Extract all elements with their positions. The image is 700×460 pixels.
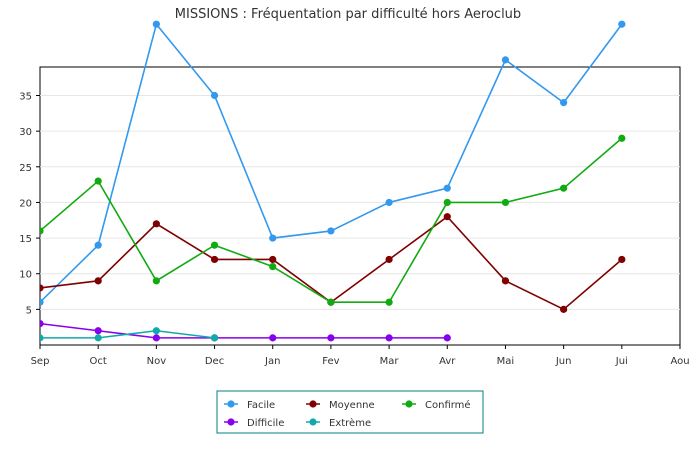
data-point-facile-sep <box>40 298 44 306</box>
x-tick-label-avr: Avr <box>439 356 456 367</box>
series-layer <box>40 20 626 342</box>
y-tick-label: 35 <box>19 92 32 103</box>
y-tick-label: 5 <box>26 305 32 316</box>
x-tick-label-oct: Oct <box>90 356 107 367</box>
data-point-facile-nov <box>152 20 160 28</box>
data-point-confirme-nov <box>152 277 160 285</box>
data-point-confirme-oct <box>94 177 102 185</box>
legend-marker-icon <box>227 418 235 426</box>
legend-marker-icon <box>309 400 317 408</box>
legend-item-difficile: Difficile <box>224 418 284 429</box>
data-point-moyenne-nov <box>152 220 160 228</box>
data-point-difficile-oct <box>94 327 102 335</box>
y-tick-label: 10 <box>19 270 32 281</box>
data-point-moyenne-sep <box>40 284 44 292</box>
series-confirme <box>40 134 626 306</box>
legend-label: Extrème <box>329 417 371 429</box>
series-facile <box>40 20 626 306</box>
data-point-difficile-jan <box>269 334 277 342</box>
legend-label: Moyenne <box>329 400 375 411</box>
series-line-extreme <box>40 329 215 339</box>
data-point-moyenne-jun <box>560 305 568 313</box>
legend-label: Facile <box>247 400 275 411</box>
data-point-moyenne-oct <box>94 277 102 285</box>
data-point-facile-jun <box>560 99 568 107</box>
legend-item-confirme: Confirmé <box>402 399 471 411</box>
y-tick-label: 15 <box>19 234 32 245</box>
series-extreme <box>40 327 219 342</box>
data-point-extreme-oct <box>94 334 102 342</box>
legend-label: Difficile <box>247 418 284 429</box>
data-point-facile-jan <box>269 234 277 242</box>
grid-lines <box>40 95 680 310</box>
data-point-facile-oct <box>94 241 102 249</box>
data-point-facile-fev <box>327 227 335 235</box>
data-point-confirme-mar <box>385 298 393 306</box>
legend-item-extreme: Extrème <box>306 417 371 429</box>
x-tick-label-jun: Jun <box>555 356 572 367</box>
y-tick-label: 25 <box>19 163 32 174</box>
y-tick-label: 20 <box>19 198 32 209</box>
legend-marker-icon <box>405 400 413 408</box>
data-point-extreme-nov <box>152 327 160 335</box>
data-point-facile-jui <box>618 20 626 28</box>
x-tick-label-fev: Fev <box>322 356 339 367</box>
data-point-moyenne-jui <box>618 255 626 264</box>
data-point-facile-avr <box>443 184 451 192</box>
data-point-moyenne-avr <box>443 213 451 221</box>
data-point-confirme-sep <box>40 227 44 235</box>
data-point-facile-mai <box>501 56 510 64</box>
data-point-facile-mar <box>385 198 393 207</box>
legend-label: Confirmé <box>425 399 471 411</box>
data-point-difficile-nov <box>152 334 160 342</box>
x-tick-label-aou: Aou <box>670 356 689 367</box>
data-point-difficile-sep <box>40 320 44 328</box>
data-point-confirme-fev <box>327 298 335 306</box>
data-point-facile-dec <box>210 91 219 100</box>
x-tick-label-mai: Mai <box>497 356 515 367</box>
data-point-difficile-avr <box>443 334 451 342</box>
data-point-moyenne-mar <box>385 255 393 264</box>
plot-area <box>39 66 681 346</box>
data-point-moyenne-mai <box>501 277 510 285</box>
legend-marker-icon <box>227 400 235 408</box>
x-tick-label-mar: Mar <box>380 356 400 367</box>
data-point-extreme-dec <box>210 334 219 342</box>
legend-box <box>216 390 484 434</box>
legend-item-facile: Facile <box>224 400 275 411</box>
x-tick-label-jan: Jan <box>264 356 280 367</box>
legend-item-moyenne: Moyenne <box>306 400 375 411</box>
data-point-difficile-mar <box>385 334 393 342</box>
data-point-confirme-mai <box>501 198 510 207</box>
data-point-confirme-jun <box>560 184 568 192</box>
data-point-confirme-dec <box>210 241 219 249</box>
legend: Facile Moyenne Confirmé Difficile Extrème <box>216 390 484 434</box>
data-point-moyenne-jan <box>269 255 277 264</box>
series-difficile <box>40 320 451 342</box>
data-point-confirme-jan <box>269 262 277 271</box>
x-tick-label-dec: Dec <box>205 356 224 367</box>
y-tick-label: 30 <box>19 127 32 138</box>
x-tick-label-nov: Nov <box>147 356 167 367</box>
x-tick-label-jui: Jui <box>615 356 628 367</box>
axes: 5 10 15 20 25 30 35 Sep Oct Nov Dec Jan Fev Mar Avr Mai… <box>19 92 689 367</box>
data-point-confirme-jui <box>618 134 626 142</box>
data-point-confirme-avr <box>443 198 451 207</box>
series-line-difficile <box>40 322 448 339</box>
data-point-extreme-sep <box>40 334 44 342</box>
chart-title: MISSIONS : Fréquentation par difficulté … <box>175 7 521 22</box>
data-point-difficile-fev <box>327 334 335 342</box>
x-tick-label-sep: Sep <box>31 356 50 367</box>
legend-marker-icon <box>309 418 317 426</box>
data-point-moyenne-dec <box>210 255 219 264</box>
